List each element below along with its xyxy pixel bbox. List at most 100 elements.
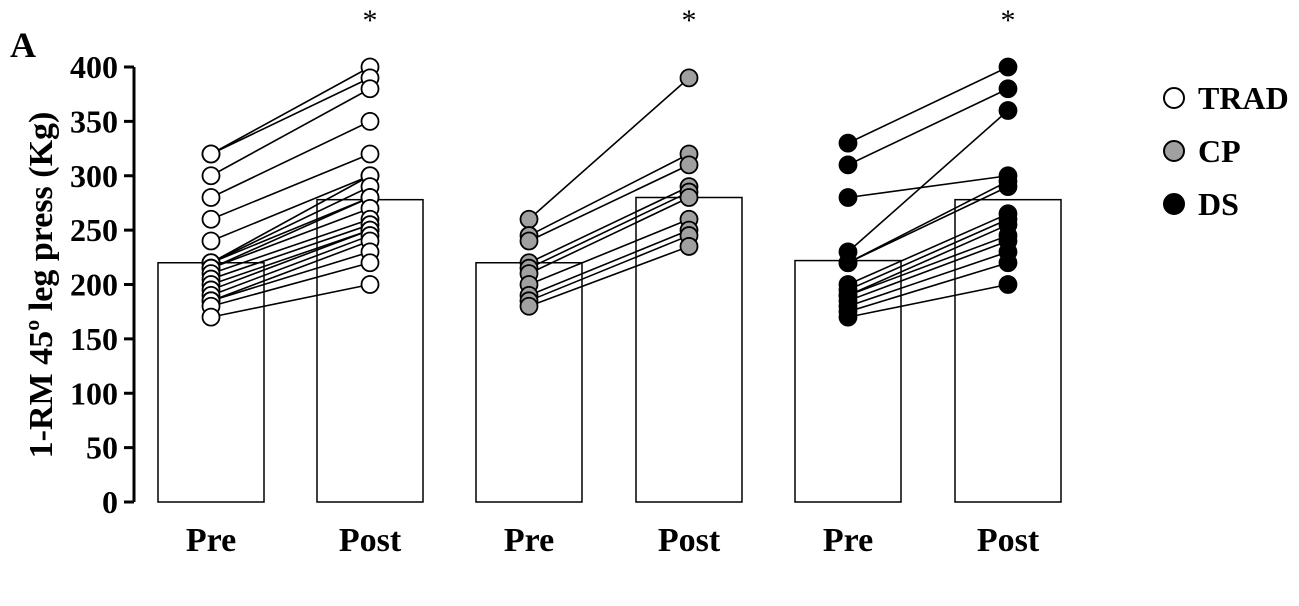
y-tick-label: 350 (70, 103, 118, 139)
x-axis-labels: Pre Post Pre Post Pre Post (186, 522, 1040, 559)
points-layer (201, 57, 1018, 327)
point-post (360, 144, 380, 164)
pair-line (847, 218, 1009, 291)
pair-line (210, 251, 371, 302)
point-post (998, 101, 1018, 120)
point-post (998, 79, 1018, 99)
pair-line (847, 251, 1009, 308)
point-post (679, 155, 699, 175)
pair-line (210, 229, 371, 291)
x-tick-label: Post (977, 522, 1040, 559)
point-post (679, 188, 699, 207)
pair-line (528, 164, 690, 242)
pair-line (528, 245, 690, 307)
pair-line (847, 213, 1009, 286)
point-pre (201, 188, 221, 207)
point-pre (838, 133, 858, 153)
pair-line (847, 88, 1009, 166)
bars-layer (157, 196, 1062, 503)
pair-line (528, 191, 690, 269)
legend-marker (1163, 140, 1185, 162)
point-pre (838, 253, 858, 273)
point-post (360, 253, 380, 273)
pair-line (528, 196, 690, 275)
point-pre (519, 231, 539, 251)
pair-line (210, 207, 371, 269)
x-tick-label: Pre (823, 522, 873, 559)
point-pre (201, 144, 221, 164)
x-tick-label: Pre (504, 522, 554, 559)
y-tick-label: 200 (70, 267, 118, 303)
point-post (998, 177, 1018, 197)
x-tick-label: Pre (186, 522, 236, 559)
y-tick-label: 0 (102, 484, 118, 520)
y-tick-label: 50 (86, 430, 118, 466)
pair-line (210, 240, 371, 302)
panel-label: A (10, 25, 36, 65)
pair-line (847, 174, 1009, 199)
pair-line (847, 66, 1009, 144)
legend-label: CP (1198, 133, 1241, 169)
y-axis-label: 1-RM 45º leg press (Kg) (23, 112, 60, 459)
pair-line (210, 229, 371, 286)
point-pre (519, 296, 539, 316)
pair-line (210, 120, 371, 199)
pair-line (210, 218, 371, 275)
point-post (360, 111, 380, 131)
point-pre (201, 231, 221, 251)
y-tick-label: 100 (70, 375, 118, 411)
pair-line (528, 77, 690, 220)
pair-line (847, 240, 1009, 302)
legend-label: DS (1198, 186, 1239, 222)
pair-line (210, 261, 371, 308)
legend-marker (1163, 87, 1185, 109)
pair-line (528, 218, 690, 286)
pair-line (210, 185, 371, 264)
pair-lines-layer (210, 66, 1009, 318)
y-tick-label: 400 (70, 49, 118, 85)
x-tick-label: Post (339, 522, 402, 559)
pair-line (847, 234, 1009, 297)
point-pre (519, 209, 539, 229)
pair-line (847, 283, 1009, 318)
significance-star: * (682, 4, 697, 37)
pair-line (210, 196, 371, 269)
pair-line (210, 223, 371, 280)
point-pre (838, 188, 858, 207)
y-tick-label: 150 (70, 321, 118, 357)
point-post (679, 237, 699, 256)
point-post (998, 57, 1018, 77)
significance-markers: * * * (363, 4, 1016, 37)
pair-line (847, 185, 1009, 264)
pair-line (210, 175, 371, 264)
significance-star: * (363, 4, 378, 37)
pair-line (847, 109, 1009, 253)
point-post (998, 275, 1018, 294)
y-tick-label: 250 (70, 212, 118, 248)
pair-line (210, 234, 371, 297)
point-post (360, 275, 380, 294)
point-pre (201, 209, 221, 229)
pair-line (210, 77, 371, 155)
point-pre (201, 307, 221, 327)
pair-line (847, 261, 1009, 313)
legend-label: TRAD (1198, 80, 1289, 116)
pair-line (210, 153, 371, 220)
point-post (360, 79, 380, 99)
legend: TRAD CP DS (1163, 80, 1289, 222)
point-pre (201, 166, 221, 186)
pair-line (528, 185, 690, 264)
pair-line (210, 196, 371, 264)
pair-line (210, 283, 371, 318)
pair-line (210, 66, 371, 155)
pair-line (847, 223, 1009, 297)
pair-line (528, 153, 690, 237)
y-axis: 0 50 100 150 200 250 300 350 400 (70, 49, 136, 520)
point-pre (838, 307, 858, 327)
pair-line (847, 180, 1009, 264)
point-post (998, 253, 1018, 273)
pair-line (210, 88, 371, 177)
y-tick-label: 300 (70, 158, 118, 194)
pair-line (528, 234, 690, 302)
